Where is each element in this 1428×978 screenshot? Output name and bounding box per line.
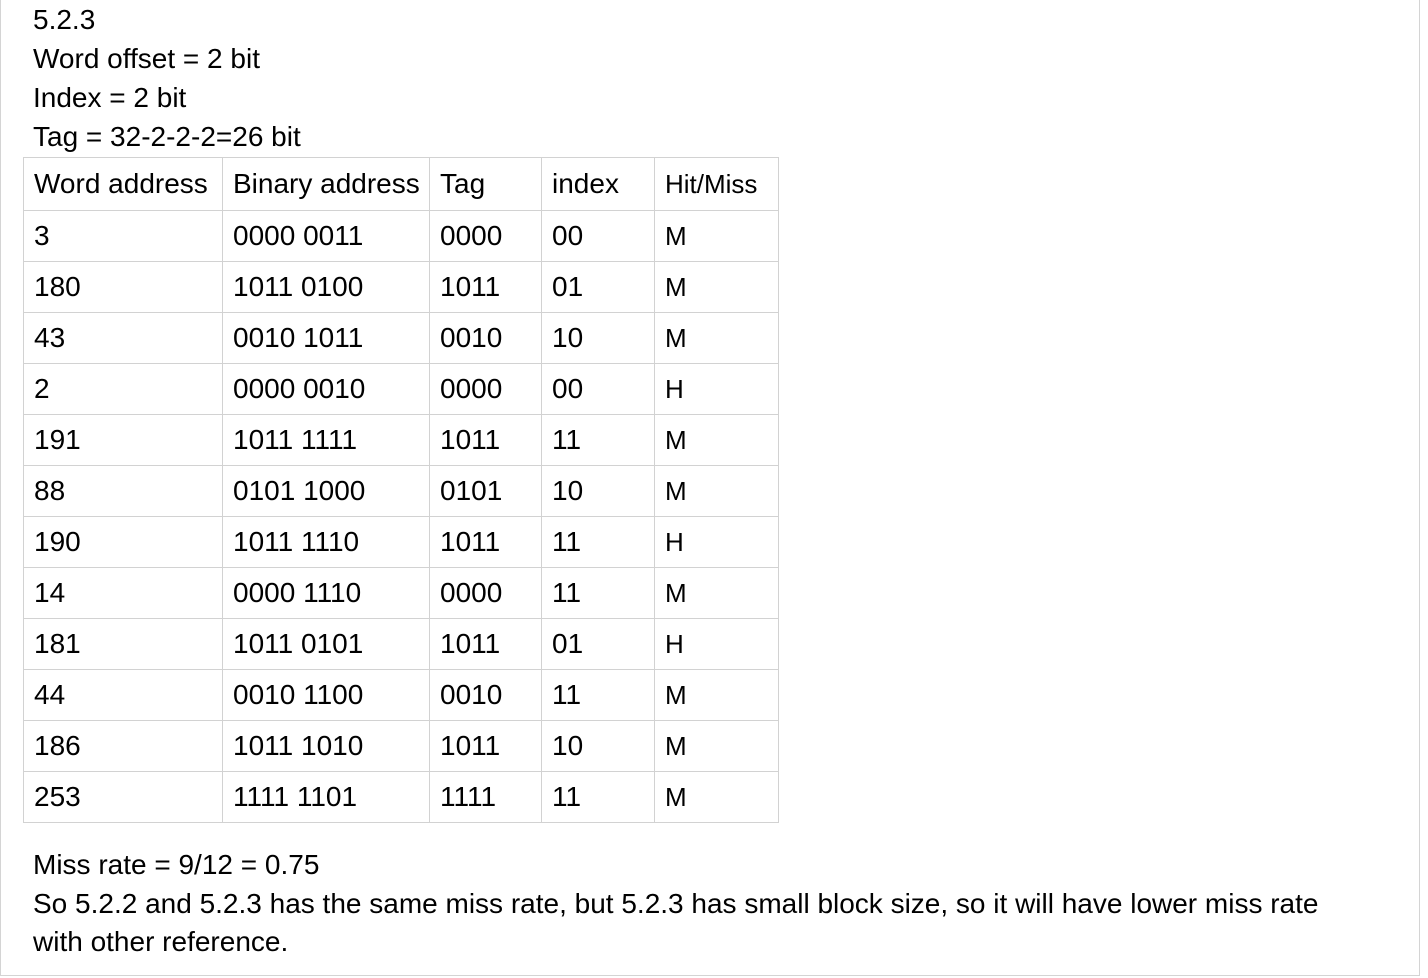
conclusion-line-1: So 5.2.2 and 5.2.3 has the same miss rat… [33,888,1319,919]
cell-hit-miss: M [654,669,779,721]
cell-binary-address: 0010 1100 [222,669,430,721]
cell-index: 01 [541,618,655,670]
cell-binary-address: 0101 1000 [222,465,430,517]
table-row: 44 0010 1100 0010 11 M [23,669,779,721]
header-index: index [541,157,655,211]
cell-binary-address: 1111 1101 [222,771,430,823]
cell-binary-address: 1011 0100 [222,261,430,313]
cell-tag: 0000 [429,567,542,619]
header-word-address: Word address [23,157,223,211]
cell-tag: 0000 [429,210,542,262]
cell-tag: 0000 [429,363,542,415]
cell-word-address: 186 [23,720,223,772]
cell-binary-address: 1011 1110 [222,516,430,568]
table-row: 181 1011 0101 1011 01 H [23,618,779,670]
table-header-row: Word address Binary address Tag index Hi… [23,157,779,211]
cell-hit-miss: M [654,567,779,619]
cell-index: 01 [541,261,655,313]
cell-tag: 1011 [429,618,542,670]
cell-tag: 1011 [429,516,542,568]
table-row: 2 0000 0010 0000 00 H [23,363,779,415]
cell-word-address: 88 [23,465,223,517]
cell-index: 11 [541,414,655,466]
cell-index: 10 [541,720,655,772]
cell-binary-address: 0000 0010 [222,363,430,415]
cell-word-address: 190 [23,516,223,568]
cell-hit-miss: H [654,363,779,415]
cell-tag: 1011 [429,720,542,772]
table-row: 180 1011 0100 1011 01 M [23,261,779,313]
cell-index: 00 [541,363,655,415]
word-offset-line: Word offset = 2 bit [33,43,260,74]
cell-word-address: 44 [23,669,223,721]
cell-index: 11 [541,567,655,619]
table-row: 88 0101 1000 0101 10 M [23,465,779,517]
cell-word-address: 191 [23,414,223,466]
cell-hit-miss: M [654,771,779,823]
header-tag: Tag [429,157,542,211]
miss-rate-line: Miss rate = 9/12 = 0.75 [33,849,320,880]
table-row: 43 0010 1011 0010 10 M [23,312,779,364]
cell-word-address: 43 [23,312,223,364]
table-row: 253 1111 1101 1111 11 M [23,771,779,823]
cell-hit-miss: M [654,261,779,313]
cell-tag: 1011 [429,414,542,466]
section-number: 5.2.3 [33,4,96,35]
index-line: Index = 2 bit [33,82,187,113]
header-binary-address: Binary address [222,157,430,211]
table-row: 190 1011 1110 1011 11 H [23,516,779,568]
cell-index: 11 [541,669,655,721]
table-row: 14 0000 1110 0000 11 M [23,567,779,619]
cell-binary-address: 1011 1010 [222,720,430,772]
cell-tag: 0101 [429,465,542,517]
table-row: 191 1011 1111 1011 11 M [23,414,779,466]
cell-index: 10 [541,312,655,364]
cell-tag: 0010 [429,312,542,364]
table-row: 3 0000 0011 0000 00 M [23,210,779,262]
cell-hit-miss: M [654,312,779,364]
cell-binary-address: 0000 0011 [222,210,430,262]
cell-word-address: 180 [23,261,223,313]
cell-word-address: 2 [23,363,223,415]
cell-hit-miss: M [654,414,779,466]
cell-word-address: 14 [23,567,223,619]
cell-tag: 1111 [429,771,542,823]
conclusion-line-2: with other reference. [33,926,289,957]
tag-line: Tag = 32-2-2-2=26 bit [33,121,301,152]
cell-binary-address: 1011 0101 [222,618,430,670]
cell-tag: 0010 [429,669,542,721]
cell-hit-miss: M [654,210,779,262]
cell-index: 00 [541,210,655,262]
cell-index: 11 [541,516,655,568]
cell-hit-miss: H [654,618,779,670]
cell-word-address: 181 [23,618,223,670]
cell-binary-address: 1011 1111 [222,414,430,466]
table-row: 186 1011 1010 1011 10 M [23,720,779,772]
header-hit-miss: Hit/Miss [654,157,779,211]
cell-index: 11 [541,771,655,823]
cell-hit-miss: H [654,516,779,568]
cell-word-address: 253 [23,771,223,823]
cell-tag: 1011 [429,261,542,313]
cell-binary-address: 0000 1110 [222,567,430,619]
cell-word-address: 3 [23,210,223,262]
cell-index: 10 [541,465,655,517]
cell-hit-miss: M [654,720,779,772]
cell-hit-miss: M [654,465,779,517]
cache-access-table: Word address Binary address Tag index Hi… [23,157,779,823]
cell-binary-address: 0010 1011 [222,312,430,364]
